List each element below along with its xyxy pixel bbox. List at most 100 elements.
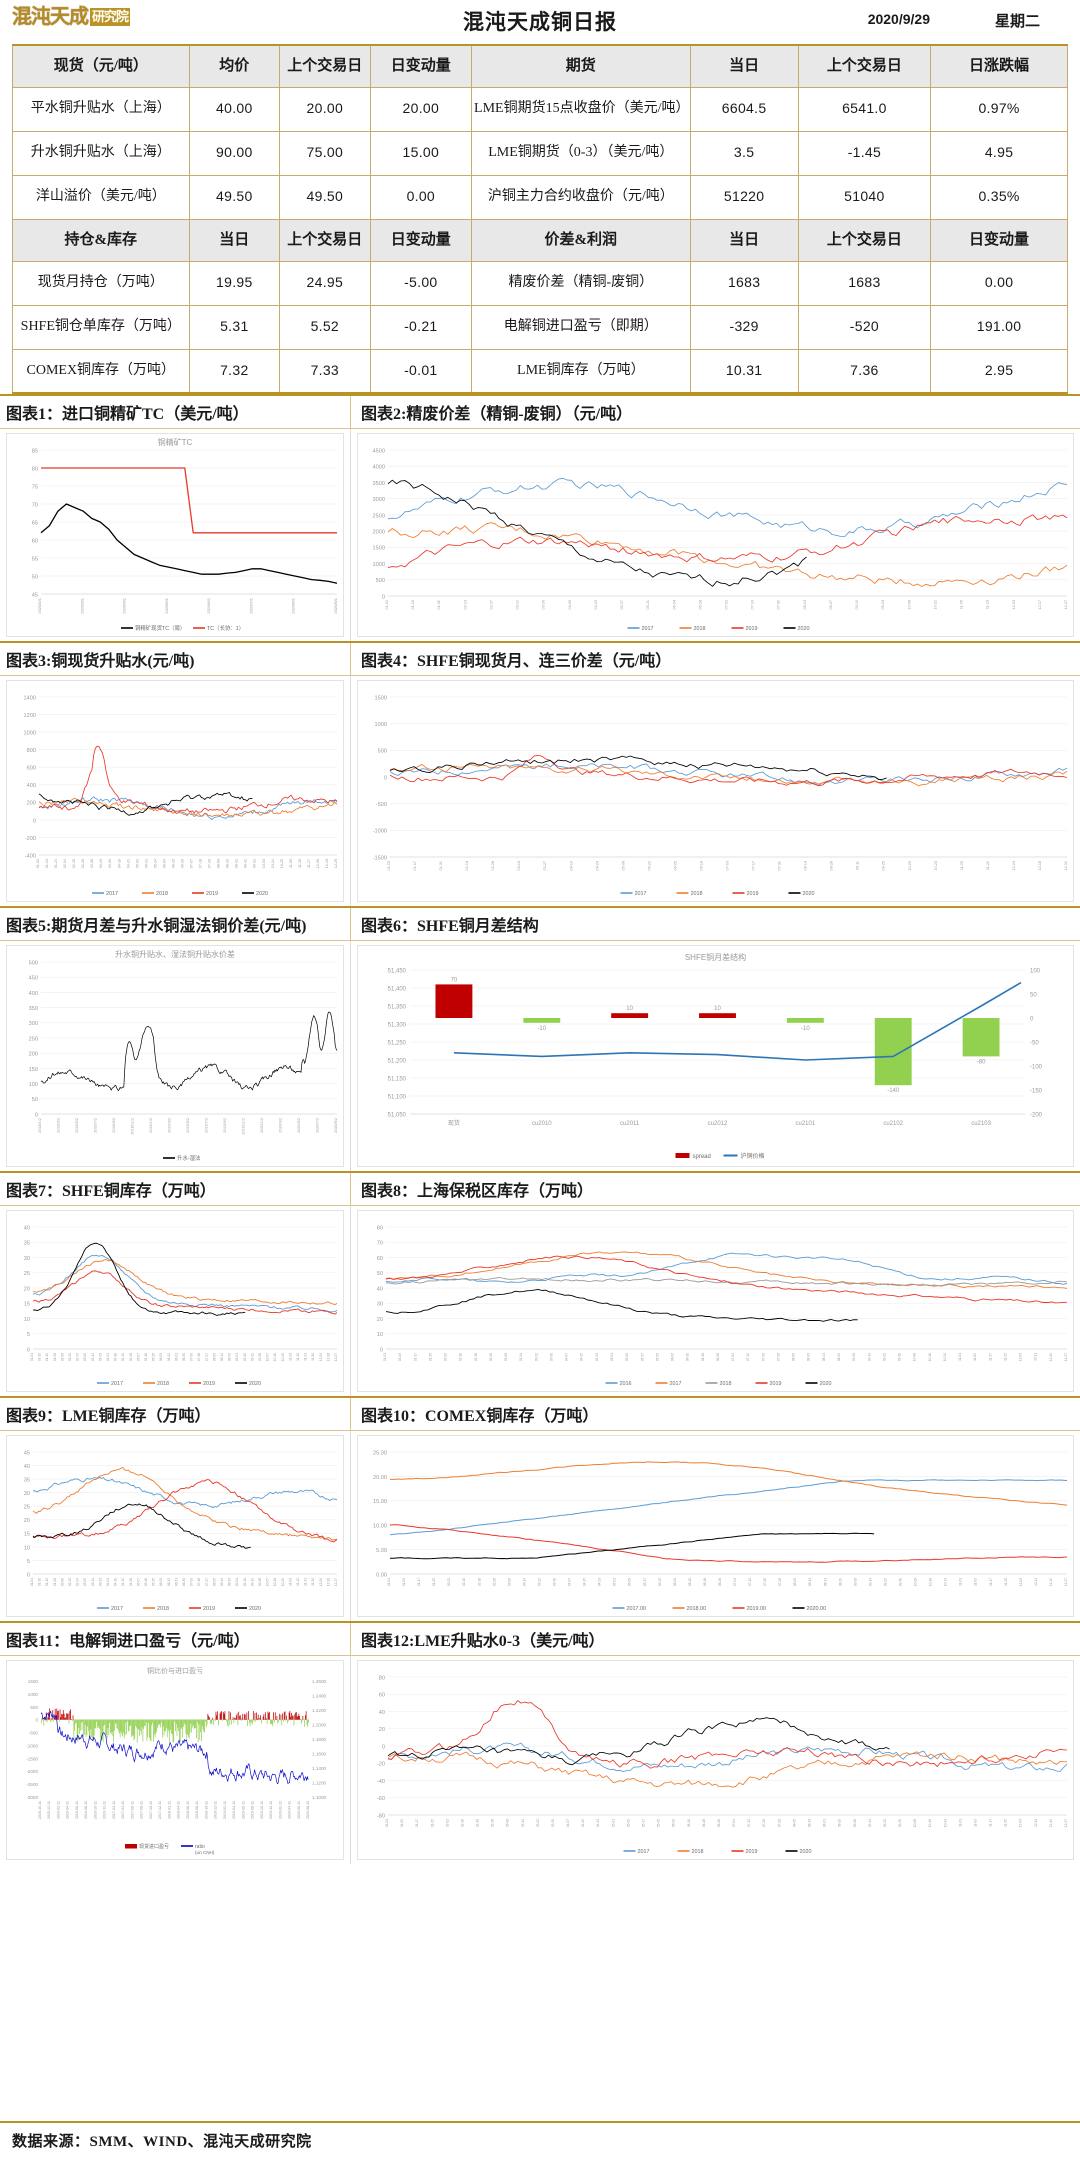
svg-text:2018/11/2: 2018/11/2 xyxy=(131,1118,135,1135)
svg-text:02-24: 02-24 xyxy=(76,1578,80,1586)
svg-text:-140: -140 xyxy=(887,1088,900,1094)
svg-text:1400: 1400 xyxy=(24,695,36,701)
col-head: 上个交易日 xyxy=(279,218,371,262)
svg-text:11-12: 11-12 xyxy=(296,1578,300,1586)
svg-text:800: 800 xyxy=(27,748,36,754)
svg-text:45: 45 xyxy=(24,1450,30,1456)
svg-text:09-19: 09-19 xyxy=(250,1578,254,1586)
svg-text:08-05: 08-05 xyxy=(212,1353,216,1361)
svg-text:05-09: 05-09 xyxy=(625,1353,629,1361)
svg-text:06-19: 06-19 xyxy=(699,861,703,870)
svg-text:2020: 2020 xyxy=(249,1606,261,1612)
svg-text:20: 20 xyxy=(24,1286,30,1292)
svg-text:07-18: 07-18 xyxy=(197,1578,201,1586)
svg-text:2019-06-11: 2019-06-11 xyxy=(241,1801,245,1819)
svg-text:铜比价与进口盈亏: 铜比价与进口盈亏 xyxy=(147,1666,203,1675)
cell-value: -329 xyxy=(689,304,799,350)
svg-text:现货: 现货 xyxy=(448,1119,460,1127)
svg-text:25.00: 25.00 xyxy=(373,1450,387,1456)
svg-text:10: 10 xyxy=(24,1317,30,1323)
svg-text:01-09: 01-09 xyxy=(402,1578,406,1586)
svg-text:12-19: 12-19 xyxy=(325,859,329,868)
svg-text:08-28: 08-28 xyxy=(830,861,834,870)
table-row: SHFE铜仓单库存（万吨） 5.31 5.52 -0.21 电解铜进口盈亏（即期… xyxy=(12,304,1068,350)
svg-text:10-16: 10-16 xyxy=(928,1819,932,1827)
svg-text:2019.00: 2019.00 xyxy=(747,1606,767,1612)
figure-3: -400 -200 0 200 400 600 800 1000 1200 1400 01-02 01… xyxy=(0,676,350,906)
cell-value: 75.00 xyxy=(279,130,371,176)
cell-value: -1.45 xyxy=(797,130,932,176)
svg-text:2020: 2020 xyxy=(249,1381,261,1387)
svg-text:2019-04-11: 2019-04-11 xyxy=(232,1801,236,1819)
svg-text:2017-10-11: 2017-10-11 xyxy=(149,1801,153,1819)
svg-text:3500: 3500 xyxy=(373,481,385,487)
svg-text:5: 5 xyxy=(27,1332,30,1338)
company-logo: 混沌天成 研究院 xyxy=(12,2,140,32)
figure-12: -80 -60 -40 -20 0 20 40 60 80 01-01 01-09 01-17 01-2… xyxy=(350,1656,1080,1864)
cell-value: 51220 xyxy=(689,174,799,220)
svg-text:04-15: 04-15 xyxy=(580,1353,584,1361)
cell-value: 7.36 xyxy=(797,348,932,394)
svg-text:05-01: 05-01 xyxy=(613,1578,617,1586)
caption-fig2: 图表2:精废价差（精铜-废铜）（元/吨） xyxy=(350,396,1080,428)
svg-text:07-12: 07-12 xyxy=(748,1578,752,1586)
svg-text:2018-02-11: 2018-02-11 xyxy=(167,1801,171,1819)
svg-text:04-10: 04-10 xyxy=(114,1578,118,1586)
svg-text:30: 30 xyxy=(377,1302,383,1308)
svg-text:15: 15 xyxy=(24,1302,30,1308)
svg-text:07-12: 07-12 xyxy=(747,1819,751,1827)
svg-text:2018/9/2: 2018/9/2 xyxy=(112,1118,116,1133)
svg-text:2016: 2016 xyxy=(620,1381,632,1387)
svg-text:0: 0 xyxy=(384,775,387,781)
svg-text:01-10: 01-10 xyxy=(38,1353,42,1361)
svg-text:05-25: 05-25 xyxy=(152,1353,156,1361)
caption-fig4: 图表4：SHFE铜现货月、连三价差（元/吨） xyxy=(350,643,1080,675)
svg-text:06-02: 06-02 xyxy=(672,1819,676,1827)
caption-fig5: 图表5:期货月差与升水铜湿法铜价差(元/吨) xyxy=(6,918,307,935)
chart-row-2: 图表3:铜现货升贴水(元/吨) 图表4：SHFE铜现货月、连三价差（元/吨） -… xyxy=(0,641,1080,906)
svg-text:07-20: 07-20 xyxy=(763,1578,767,1586)
svg-text:03-06: 03-06 xyxy=(506,1819,510,1827)
cell-value: 90.00 xyxy=(188,130,281,176)
svg-text:04-23: 04-23 xyxy=(594,600,598,609)
svg-text:05-17: 05-17 xyxy=(640,1353,644,1361)
row-label: COMEX铜库存（万吨） xyxy=(12,348,190,394)
svg-text:08-13: 08-13 xyxy=(808,1578,812,1586)
svg-text:09-10: 09-10 xyxy=(855,600,859,609)
svg-text:70: 70 xyxy=(32,502,38,508)
figure-10: 0.00 5.00 10.00 15.00 20.00 25.00 01-01 01-09 01… xyxy=(350,1431,1080,1621)
svg-text:10-08: 10-08 xyxy=(914,1578,918,1586)
svg-text:2016-08-11: 2016-08-11 xyxy=(84,1801,88,1819)
col-head: 价差&利润 xyxy=(471,218,691,262)
svg-text:2018-04-11: 2018-04-11 xyxy=(177,1801,181,1819)
cell-value: -5.00 xyxy=(369,260,473,306)
svg-text:11-25: 11-25 xyxy=(1003,1353,1007,1361)
svg-text:-500: -500 xyxy=(29,1731,39,1736)
svg-text:10: 10 xyxy=(714,1006,721,1012)
svg-text:01-17: 01-17 xyxy=(415,1819,419,1827)
cell-value: 49.50 xyxy=(279,174,371,220)
col-head: 当日 xyxy=(689,44,799,88)
svg-text:1000: 1000 xyxy=(28,1692,39,1697)
svg-text:05-01: 05-01 xyxy=(611,1819,615,1827)
svg-text:04-10: 04-10 xyxy=(569,861,573,870)
svg-text:10: 10 xyxy=(377,1332,383,1338)
svg-text:-400: -400 xyxy=(25,853,36,859)
svg-text:4500: 4500 xyxy=(373,448,385,454)
svg-text:2019/11/2: 2019/11/2 xyxy=(242,1118,246,1135)
svg-text:04-07: 04-07 xyxy=(568,1578,572,1586)
svg-text:25: 25 xyxy=(24,1505,30,1511)
svg-text:11-09: 11-09 xyxy=(973,1353,977,1361)
svg-text:-50: -50 xyxy=(1030,1040,1039,1046)
svg-text:04-09: 04-09 xyxy=(568,600,572,609)
svg-text:06-26: 06-26 xyxy=(716,1353,720,1361)
svg-text:11-21: 11-21 xyxy=(304,1578,308,1586)
svg-text:1000: 1000 xyxy=(375,722,387,728)
svg-text:12-08: 12-08 xyxy=(316,859,320,868)
svg-text:2019: 2019 xyxy=(203,1381,215,1387)
svg-text:0: 0 xyxy=(35,1718,38,1723)
svg-text:cu2103: cu2103 xyxy=(971,1121,991,1127)
svg-text:01-28: 01-28 xyxy=(53,1578,57,1586)
svg-text:11-03: 11-03 xyxy=(288,1353,292,1361)
svg-text:cu2011: cu2011 xyxy=(620,1121,640,1127)
